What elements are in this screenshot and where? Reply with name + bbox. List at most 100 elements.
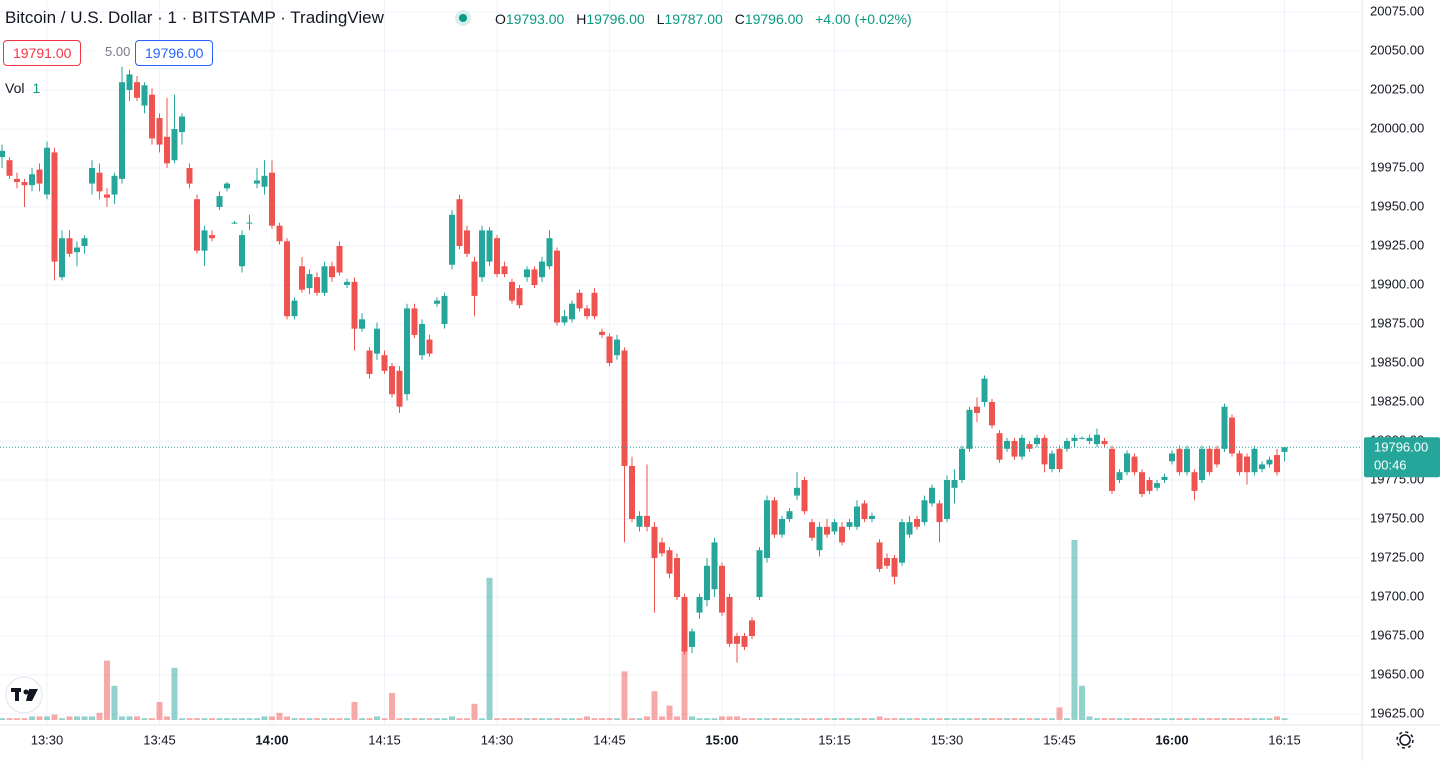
candle-body <box>164 136 170 164</box>
volume-bar <box>434 718 440 720</box>
x-tick-label: 14:00 <box>255 732 288 747</box>
candle-body <box>269 172 275 226</box>
volume-bar <box>464 718 470 720</box>
volume-bar <box>711 718 718 720</box>
symbol-title[interactable]: Bitcoin / U.S. Dollar · 1 · BITSTAMP · T… <box>5 8 384 27</box>
candle-body <box>464 230 470 254</box>
volume-bar <box>584 716 590 720</box>
volume-bar <box>479 718 485 720</box>
candle-body <box>89 168 95 184</box>
y-tick-label: 19750.00 <box>1370 510 1424 525</box>
candle-body <box>6 160 13 176</box>
candle-body <box>246 222 253 224</box>
volume-bar <box>644 716 650 720</box>
candle-body <box>1154 483 1160 488</box>
candle-body <box>1019 437 1025 457</box>
bar-countdown: 00:46 <box>1374 458 1407 473</box>
volume-bar <box>486 577 493 720</box>
volume-bar <box>944 718 950 720</box>
volume-label: Vol <box>5 80 25 96</box>
candle-body <box>179 116 185 133</box>
volume-bar <box>111 685 118 720</box>
candle-body <box>494 238 500 275</box>
volume-bar <box>224 718 230 720</box>
volume-bar <box>494 718 500 720</box>
volume-bar <box>561 718 568 720</box>
candle-body <box>929 487 935 504</box>
volume-bar <box>441 718 448 720</box>
candle-body <box>876 542 883 569</box>
volume-bar <box>1004 718 1010 720</box>
volume-bar <box>1146 718 1153 720</box>
candle-body <box>974 406 980 413</box>
volume-bar <box>321 718 328 720</box>
volume-bar <box>456 718 463 720</box>
candle-body <box>1191 472 1198 491</box>
candle-body <box>29 174 35 186</box>
candle-body <box>231 222 238 224</box>
volume-bar <box>809 718 815 720</box>
candle-body <box>921 500 928 523</box>
volume-bar <box>569 718 575 720</box>
candle-body <box>411 308 418 335</box>
candle-body <box>471 261 478 296</box>
candle-body <box>404 308 410 395</box>
candle-body <box>276 225 283 242</box>
volume-bar <box>1116 718 1123 720</box>
candle-body <box>426 339 433 354</box>
candle-body <box>321 266 328 293</box>
volume-bar <box>921 718 928 720</box>
volume-bar <box>996 718 1003 720</box>
candle-body <box>1131 456 1138 473</box>
last-price-tag <box>1364 437 1440 478</box>
y-tick-label: 19925.00 <box>1370 237 1424 252</box>
volume-bar <box>1221 718 1228 720</box>
volume-bar <box>1281 718 1288 720</box>
settings-icon[interactable] <box>1396 731 1414 749</box>
volume-bar <box>929 718 935 720</box>
candle-body <box>396 370 403 407</box>
volume-bar <box>336 718 343 720</box>
volume-bar <box>231 718 238 720</box>
volume-bar <box>471 703 478 720</box>
candle-body <box>869 515 875 519</box>
y-tick-label: 19900.00 <box>1370 276 1424 291</box>
volume-bar <box>629 718 635 720</box>
candle-body <box>846 522 853 527</box>
volume-bar <box>449 716 455 720</box>
volume-bar <box>599 718 605 720</box>
candle-body <box>201 230 208 251</box>
candle-body <box>794 487 800 496</box>
volume-bar <box>366 718 373 720</box>
candle-body <box>554 250 560 323</box>
volume-bar <box>419 718 425 720</box>
candle-body <box>209 235 215 239</box>
candle-body <box>216 196 223 207</box>
volume-bar <box>96 712 103 720</box>
candle-body <box>936 503 943 523</box>
candle-body <box>96 172 103 192</box>
candle-body <box>749 620 755 636</box>
sell-button[interactable]: 19791.00 <box>3 40 82 66</box>
candle-body <box>449 214 455 265</box>
volume-bar <box>59 718 65 720</box>
volume-bar <box>501 718 508 720</box>
ohlc-legend: O19793.00 H19796.00 L19787.00 C19796.00 … <box>495 11 912 27</box>
volume-bar <box>1176 718 1183 720</box>
volume-bar <box>141 718 148 720</box>
volume-bar <box>119 716 125 720</box>
candle-body <box>899 522 905 563</box>
candle-body <box>74 247 80 253</box>
volume-bar <box>1266 718 1273 720</box>
candle-body <box>261 175 268 187</box>
candle-body <box>786 511 793 519</box>
y-tick-label: 20000.00 <box>1370 120 1424 135</box>
volume-bar <box>104 660 110 720</box>
volume-bar <box>516 718 523 720</box>
market-status <box>455 10 471 26</box>
buy-button[interactable]: 19796.00 <box>135 40 214 66</box>
x-tick-label: 14:45 <box>593 732 626 747</box>
candle-body <box>696 597 703 613</box>
candle-body <box>1161 476 1168 480</box>
